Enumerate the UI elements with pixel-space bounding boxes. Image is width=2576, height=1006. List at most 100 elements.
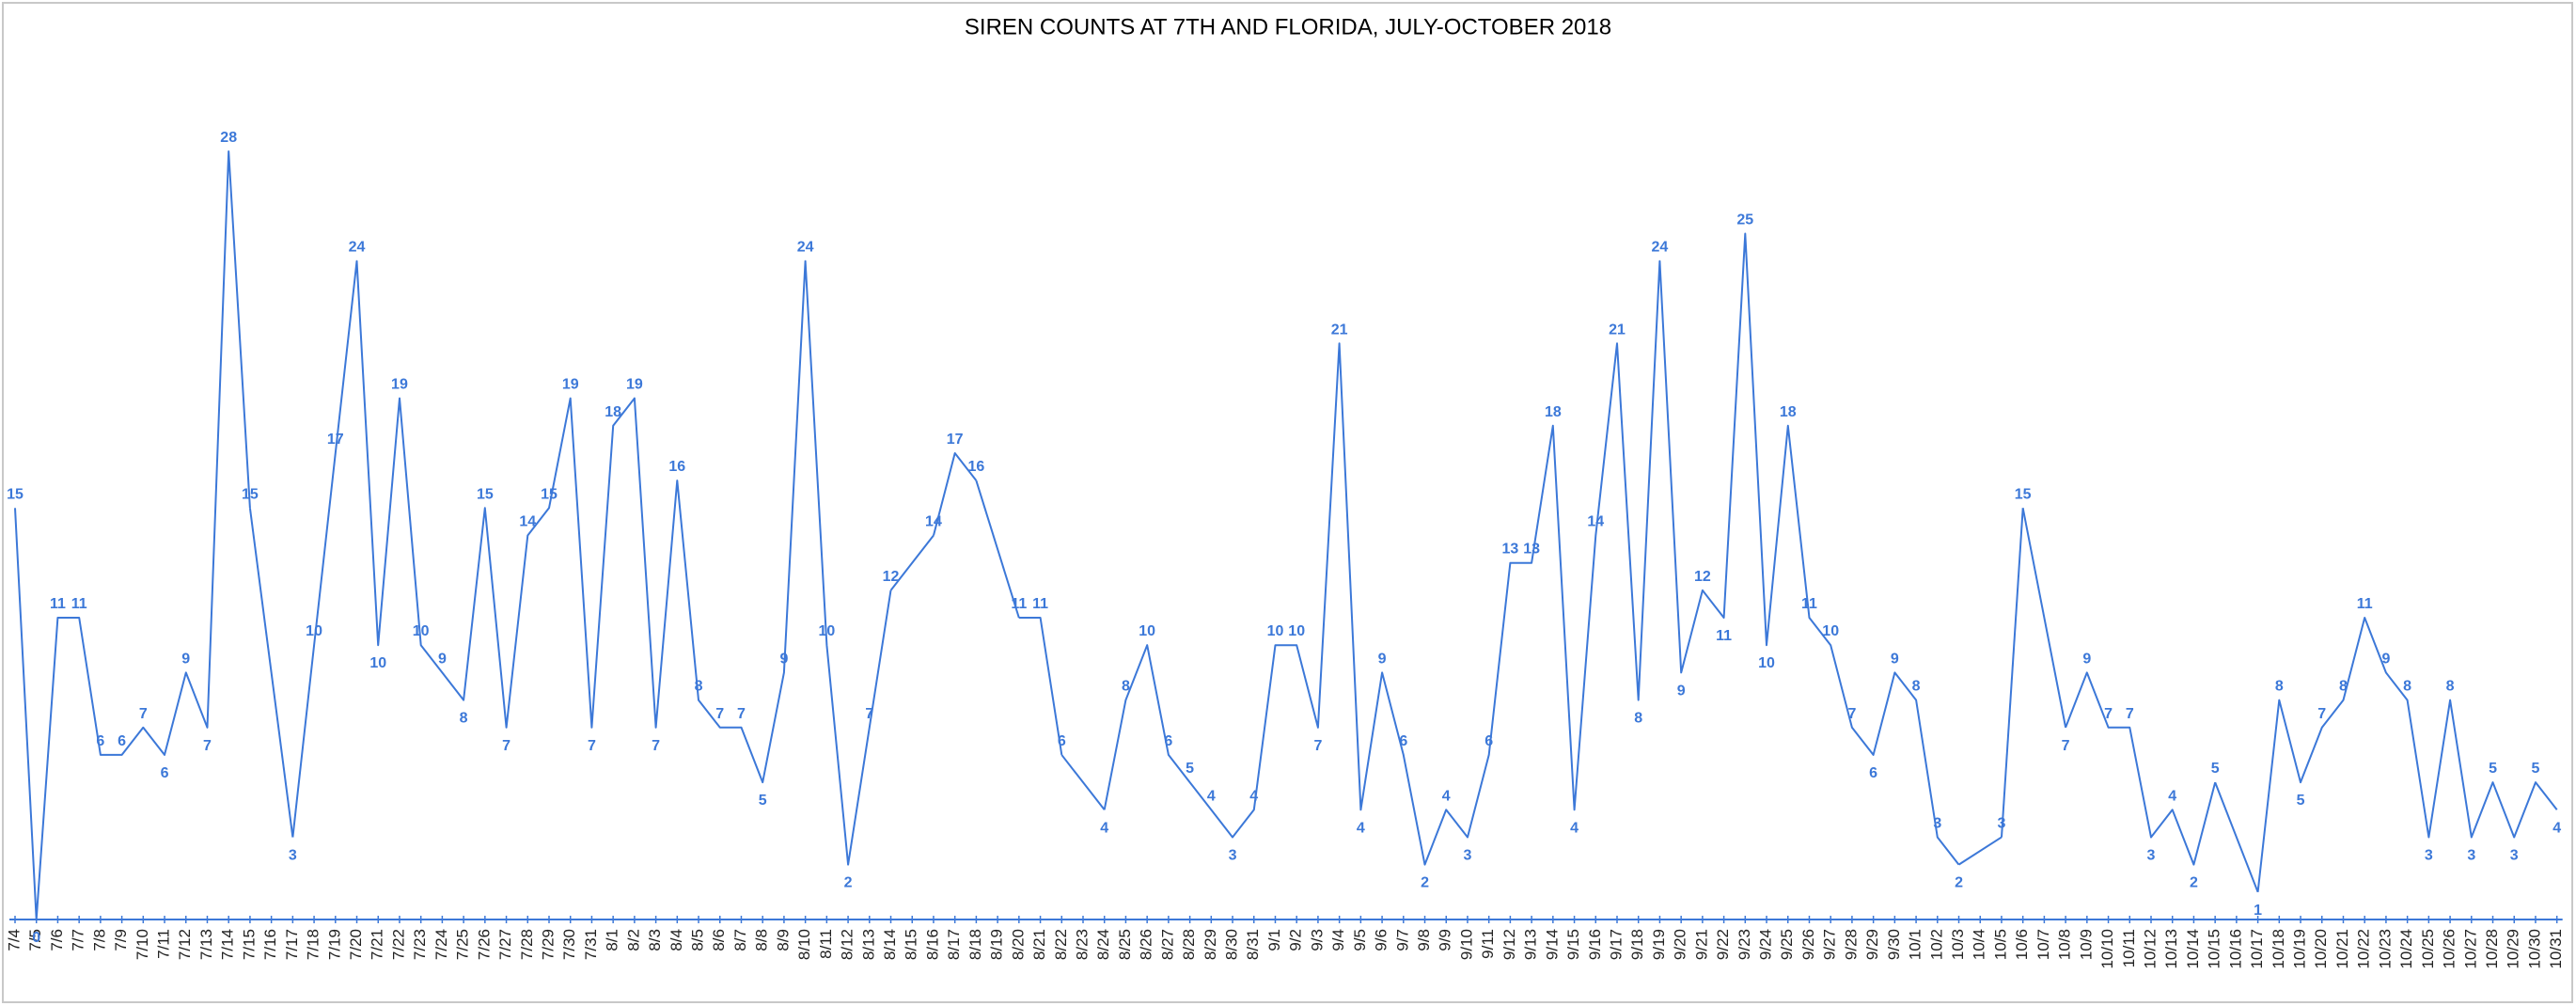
x-tick-label: 10/29 [2505, 929, 2522, 969]
x-tick-label: 9/6 [1373, 929, 1390, 951]
x-tick-label: 8/10 [795, 929, 813, 960]
data-label: 24 [349, 240, 366, 256]
data-label: 11 [50, 596, 66, 612]
x-tick-label: 10/14 [2184, 929, 2202, 969]
data-label: 7 [737, 706, 746, 722]
line-series [2256, 617, 2558, 892]
data-label: 4 [1357, 820, 1365, 836]
x-tick-label: 8/24 [1094, 929, 1112, 960]
x-tick-label: 10/26 [2441, 929, 2458, 969]
data-label: 14 [1587, 514, 1604, 530]
x-tick-label: 8/11 [817, 929, 835, 959]
data-label: 9 [1677, 683, 1686, 699]
x-tick-label: 8/28 [1180, 929, 1198, 960]
data-label: 11 [2357, 596, 2373, 612]
data-label: 7 [2126, 706, 2134, 722]
x-tick-label: 9/4 [1329, 929, 1347, 951]
data-label: 10 [1267, 623, 1284, 639]
data-label: 15 [2015, 486, 2032, 502]
x-tick-label: 7/18 [305, 929, 322, 960]
x-tick-label: 7/22 [389, 929, 407, 960]
data-label: 6 [118, 733, 126, 749]
x-tick-label: 8/14 [881, 929, 899, 960]
x-tick-label: 10/12 [2141, 929, 2159, 969]
data-label: 9 [181, 651, 190, 667]
x-tick-label: 8/18 [966, 929, 984, 960]
x-tick-label: 9/19 [1650, 929, 1668, 960]
data-label: 8 [2275, 679, 2284, 695]
x-tick-label: 9/29 [1863, 929, 1881, 960]
x-tick-label: 7/30 [560, 929, 578, 960]
data-label: 8 [1634, 711, 1642, 727]
data-label: 0 [32, 930, 40, 946]
x-tick-label: 9/25 [1778, 929, 1796, 960]
x-tick-label: 10/24 [2397, 929, 2415, 969]
x-tick-label: 8/25 [1116, 929, 1134, 960]
gap-connector [889, 534, 935, 591]
x-tick-label: 7/13 [197, 929, 215, 960]
data-label: 4 [1570, 820, 1579, 836]
x-tick-label: 8/20 [1009, 929, 1027, 960]
data-label: 4 [2168, 788, 2176, 804]
data-label: 3 [1998, 815, 2006, 831]
data-label: 5 [2532, 761, 2540, 777]
data-label: 21 [1609, 322, 1626, 338]
x-tick-label: 8/13 [859, 929, 877, 960]
data-label: 6 [1399, 733, 1407, 749]
data-label: 16 [668, 459, 685, 475]
gap-connector [1957, 836, 2003, 866]
x-tick-label: 7/26 [475, 929, 493, 960]
x-tick-label: 7/27 [496, 929, 514, 960]
x-tick-label: 10/27 [2461, 929, 2479, 969]
x-tick-label: 9/16 [1586, 929, 1604, 960]
x-tick-label: 9/8 [1415, 929, 1433, 951]
data-label: 1 [2254, 903, 2262, 919]
data-label: 7 [865, 706, 873, 722]
x-tick-label: 10/3 [1949, 929, 1967, 960]
x-tick-label: 9/15 [1564, 929, 1582, 960]
x-tick-label: 7/29 [539, 929, 557, 960]
data-label: 18 [605, 404, 621, 420]
data-label: 5 [1186, 761, 1194, 777]
x-tick-label: 9/13 [1522, 929, 1540, 960]
gap-connector [1060, 754, 1106, 810]
data-label: 6 [1164, 733, 1172, 749]
line-series [14, 150, 251, 920]
line-series [2065, 671, 2217, 866]
x-tick-label: 9/27 [1821, 929, 1839, 960]
x-tick-label: 10/7 [2034, 929, 2052, 960]
x-tick-label: 7/11 [155, 929, 173, 959]
data-label: 8 [2339, 679, 2348, 695]
data-label: 8 [460, 711, 468, 727]
data-label: 19 [626, 377, 643, 393]
data-label: 14 [925, 514, 942, 530]
data-label: 7 [203, 738, 212, 754]
data-label: 14 [519, 514, 536, 530]
data-label: 2 [2190, 875, 2198, 891]
x-tick-label: 9/3 [1308, 929, 1326, 951]
data-label: 7 [502, 738, 510, 754]
x-tick-label: 9/21 [1692, 929, 1710, 960]
data-label: 3 [2510, 847, 2519, 863]
x-tick-label: 7/24 [432, 929, 450, 960]
data-label: 2 [1421, 875, 1429, 891]
data-label: 6 [161, 765, 169, 781]
data-label: 13 [1502, 542, 1519, 558]
data-label: 17 [327, 432, 344, 448]
x-tick-label: 10/16 [2226, 929, 2244, 969]
x-tick-label: 10/15 [2206, 929, 2223, 969]
data-label: 3 [1933, 815, 1941, 831]
x-tick-label: 8/9 [774, 929, 792, 951]
data-label: 24 [797, 240, 814, 256]
x-tick-label: 7/17 [283, 929, 301, 960]
x-tick-label: 7/7 [70, 929, 87, 951]
x-tick-label: 10/19 [2291, 929, 2309, 969]
x-tick-label: 8/16 [923, 929, 941, 960]
data-label: 11 [1716, 628, 1732, 644]
x-tick-label: 8/1 [604, 929, 621, 951]
data-label: 15 [7, 486, 24, 502]
x-tick-label: 9/14 [1543, 929, 1561, 960]
data-label: 9 [2082, 651, 2091, 667]
